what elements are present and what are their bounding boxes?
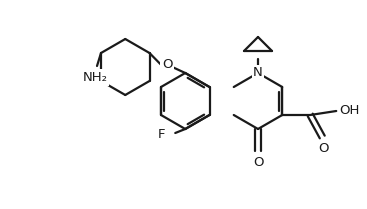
Text: O: O xyxy=(253,156,263,169)
Text: O: O xyxy=(318,142,328,155)
Text: N: N xyxy=(253,66,263,79)
Text: F: F xyxy=(158,129,165,141)
Text: O: O xyxy=(162,59,172,71)
Text: OH: OH xyxy=(339,104,360,117)
Text: NH₂: NH₂ xyxy=(83,71,108,84)
